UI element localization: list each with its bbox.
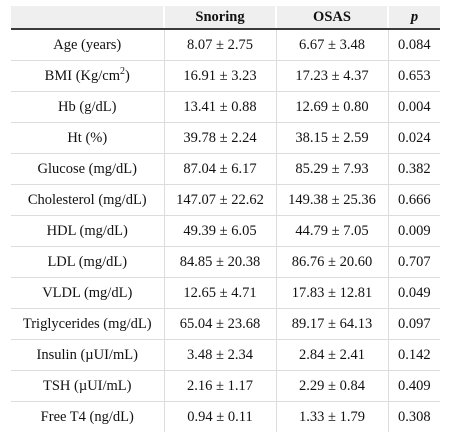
bmi-label-prefix: BMI (Kg/cm — [44, 67, 120, 84]
table-row: Hb (g/dL) 13.41 ± 0.88 12.69 ± 0.80 0.00… — [11, 91, 440, 123]
snoring-value: 12.65 ± 4.71 — [163, 277, 276, 309]
osas-value: 1.33 ± 1.79 — [275, 401, 388, 432]
p-value: 0.707 — [387, 246, 440, 278]
table-row: Cholesterol (mg/dL) 147.07 ± 22.62 149.3… — [11, 184, 440, 216]
snoring-value: 13.41 ± 0.88 — [163, 91, 276, 123]
snoring-value: 0.94 ± 0.11 — [163, 401, 276, 432]
row-label: Insulin (µUI/mL) — [11, 339, 164, 371]
header-snoring: Snoring — [163, 6, 276, 30]
p-value: 0.009 — [387, 215, 440, 247]
snoring-value: 2.16 ± 1.17 — [163, 370, 276, 402]
p-value: 0.308 — [387, 401, 440, 432]
p-value: 0.666 — [387, 184, 440, 216]
osas-value: 44.79 ± 7.05 — [275, 215, 388, 247]
table-row: Triglycerides (mg/dL) 65.04 ± 23.68 89.1… — [11, 308, 440, 340]
snoring-value: 147.07 ± 22.62 — [163, 184, 276, 216]
osas-value: 2.29 ± 0.84 — [275, 370, 388, 402]
osas-value: 85.29 ± 7.93 — [275, 153, 388, 185]
row-label: Hb (g/dL) — [11, 91, 164, 123]
row-label: TSH (µUI/mL) — [11, 370, 164, 402]
snoring-value: 39.78 ± 2.24 — [163, 122, 276, 154]
row-label: Triglycerides (mg/dL) — [11, 308, 164, 340]
osas-value: 6.67 ± 3.48 — [275, 29, 388, 61]
osas-value: 2.84 ± 2.41 — [275, 339, 388, 371]
comparison-table: Snoring OSAS p Age (years) 8.07 ± 2.75 6… — [11, 6, 440, 432]
p-value: 0.097 — [387, 308, 440, 340]
p-value: 0.004 — [387, 91, 440, 123]
osas-value: 12.69 ± 0.80 — [275, 91, 388, 123]
table-row: Free T4 (ng/dL) 0.94 ± 0.11 1.33 ± 1.79 … — [11, 401, 440, 432]
row-label: Ht (%) — [11, 122, 164, 154]
snoring-value: 65.04 ± 23.68 — [163, 308, 276, 340]
osas-value: 38.15 ± 2.59 — [275, 122, 388, 154]
row-label: HDL (mg/dL) — [11, 215, 164, 247]
table-row: Age (years) 8.07 ± 2.75 6.67 ± 3.48 0.08… — [11, 29, 440, 61]
osas-value: 89.17 ± 64.13 — [275, 308, 388, 340]
bmi-label-suffix: ) — [124, 67, 130, 84]
row-label: BMI (Kg/cm2) — [11, 60, 164, 92]
table-header: Snoring OSAS p — [11, 6, 440, 30]
snoring-value: 3.48 ± 2.34 — [163, 339, 276, 371]
p-value: 0.653 — [387, 60, 440, 92]
row-label: Free T4 (ng/dL) — [40, 408, 134, 425]
p-value: 0.049 — [387, 277, 440, 309]
header-p-value: p — [387, 6, 440, 30]
p-value: 0.409 — [387, 370, 440, 402]
p-value: 0.084 — [387, 29, 440, 61]
osas-value: 17.83 ± 12.81 — [275, 277, 388, 309]
bmi-label-superscript: 2 — [119, 65, 125, 77]
row-label: LDL (mg/dL) — [11, 246, 164, 278]
osas-value: 149.38 ± 25.36 — [275, 184, 388, 216]
data-table-container: Snoring OSAS p Age (years) 8.07 ± 2.75 6… — [11, 6, 440, 432]
table-row: HDL (mg/dL) 49.39 ± 6.05 44.79 ± 7.05 0.… — [11, 215, 440, 247]
header-variable — [11, 6, 164, 30]
p-value: 0.024 — [387, 122, 440, 154]
table-row: BMI (Kg/cm2) 16.91 ± 3.23 17.23 ± 4.37 0… — [11, 60, 440, 92]
p-value: 0.382 — [387, 153, 440, 185]
snoring-value: 16.91 ± 3.23 — [163, 60, 276, 92]
table-row: TSH (µUI/mL) 2.16 ± 1.17 2.29 ± 0.84 0.4… — [11, 370, 440, 402]
row-label: Age (years) — [11, 29, 164, 61]
row-label: Glucose (mg/dL) — [11, 153, 164, 185]
snoring-value: 87.04 ± 6.17 — [163, 153, 276, 185]
header-row: Snoring OSAS p — [11, 6, 440, 30]
table-row: LDL (mg/dL) 84.85 ± 20.38 86.76 ± 20.60 … — [11, 246, 440, 278]
snoring-value: 8.07 ± 2.75 — [163, 29, 276, 61]
osas-value: 17.23 ± 4.37 — [275, 60, 388, 92]
p-value: 0.142 — [387, 339, 440, 371]
row-label: VLDL (mg/dL) — [11, 277, 164, 309]
table-row: Glucose (mg/dL) 87.04 ± 6.17 85.29 ± 7.9… — [11, 153, 440, 185]
table-row: Insulin (µUI/mL) 3.48 ± 2.34 2.84 ± 2.41… — [11, 339, 440, 371]
table-body: Age (years) 8.07 ± 2.75 6.67 ± 3.48 0.08… — [11, 29, 440, 432]
table-row: VLDL (mg/dL) 12.65 ± 4.71 17.83 ± 12.81 … — [11, 277, 440, 309]
header-osas: OSAS — [275, 6, 388, 30]
snoring-value: 49.39 ± 6.05 — [163, 215, 276, 247]
snoring-value: 84.85 ± 20.38 — [163, 246, 276, 278]
osas-value: 86.76 ± 20.60 — [275, 246, 388, 278]
table-row: Ht (%) 39.78 ± 2.24 38.15 ± 2.59 0.024 — [11, 122, 440, 154]
row-label: Cholesterol (mg/dL) — [11, 184, 164, 216]
